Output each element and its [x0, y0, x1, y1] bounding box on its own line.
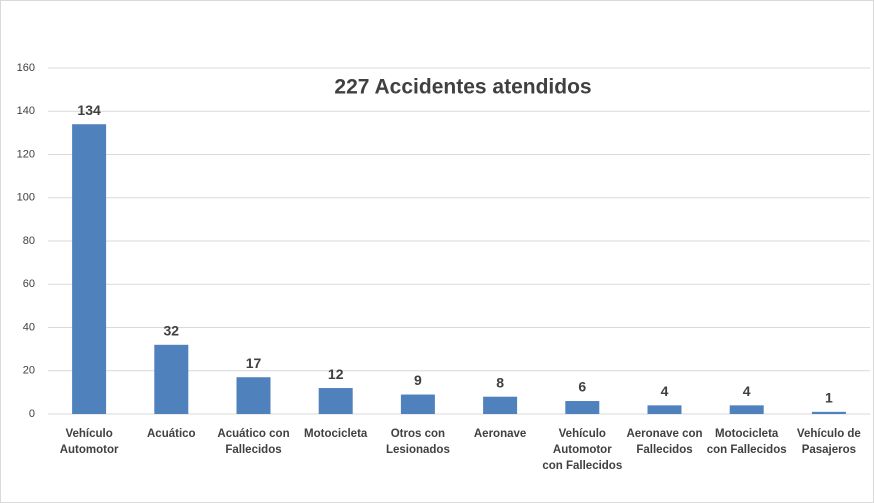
bar: [483, 396, 518, 414]
y-tick-label: 160: [17, 62, 35, 74]
bar: [729, 405, 764, 414]
x-tick-label: Motocicleta con Fallecidos: [706, 428, 787, 456]
data-label: 1: [825, 390, 833, 406]
x-tick-label: Aeronave: [473, 428, 527, 440]
data-label: 4: [661, 383, 669, 399]
bar: [647, 405, 682, 414]
x-tick-label: Motocicleta: [304, 428, 368, 440]
bar: [72, 124, 107, 414]
data-label: 134: [77, 102, 101, 118]
data-label: 12: [328, 366, 344, 382]
data-label: 32: [164, 323, 180, 339]
y-tick-label: 80: [23, 235, 35, 247]
bar: [811, 411, 846, 414]
x-tick-label: Vehículo Automotor: [59, 428, 119, 456]
y-tick-label: 20: [23, 365, 35, 377]
data-label: 9: [414, 372, 422, 388]
chart-title: 227 Accidentes atendidos: [334, 76, 591, 99]
y-tick-label: 120: [17, 148, 35, 160]
bar: [400, 394, 435, 414]
y-tick-label: 100: [17, 192, 35, 204]
data-label: 4: [743, 383, 751, 399]
data-label: 17: [246, 355, 262, 371]
x-tick-label: Vehículo Automotor con Fallecidos: [542, 428, 623, 472]
x-tick-label: Vehículo de Pasajeros: [796, 428, 861, 456]
y-tick-label: 140: [17, 105, 35, 117]
x-tick-label: Otros con Lesionados: [385, 428, 450, 456]
data-label: 6: [578, 379, 586, 395]
x-tick-label: Aeronave con Fallecidos: [626, 428, 703, 456]
bar: [318, 388, 353, 414]
bar: [565, 401, 600, 414]
x-tick-label: Acuático con Fallecidos: [217, 428, 290, 456]
bar: [154, 344, 189, 414]
bar: [236, 377, 271, 414]
y-tick-label: 0: [29, 408, 35, 420]
data-label: 8: [496, 374, 504, 390]
y-tick-label: 40: [23, 321, 35, 333]
y-tick-label: 60: [23, 278, 35, 290]
x-tick-label: Acuático: [147, 428, 196, 440]
